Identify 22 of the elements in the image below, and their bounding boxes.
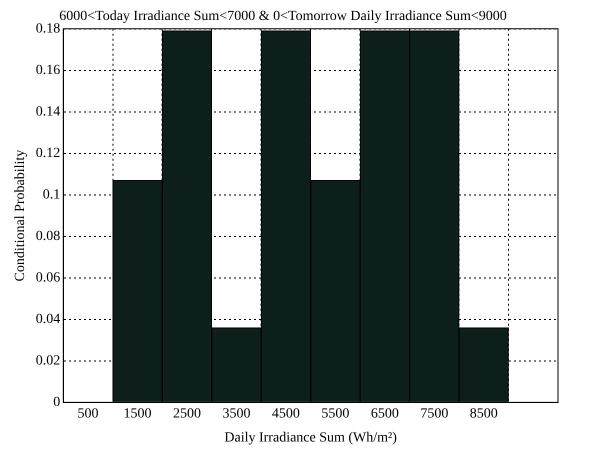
- x-tick-label: 2500: [172, 406, 201, 422]
- y-tick-label: 0: [53, 395, 60, 410]
- y-tick-label: 0.1: [42, 188, 60, 203]
- x-tick-label: 5500: [321, 406, 350, 422]
- x-axis-title: Daily Irradiance Sum (Wh/m²): [224, 430, 398, 446]
- y-tick-label: 0.08: [36, 229, 60, 244]
- y-tick-label: 0.18: [36, 21, 60, 36]
- x-tick-label: 4500: [272, 406, 300, 422]
- x-tick-label: 3500: [222, 406, 250, 422]
- y-tick-label: 0.04: [36, 312, 60, 328]
- x-tick-label: 7500: [420, 406, 448, 422]
- chart-title: 6000<Today Irradiance Sum<7000 & 0<Tomorrow Daily Irradiance Sum<9000: [59, 9, 507, 24]
- x-tick-label: 500: [78, 406, 99, 422]
- x-tick-label: 6500: [370, 406, 399, 422]
- y-tick-label: 0.02: [36, 354, 60, 369]
- x-tick-label: 1500: [124, 406, 152, 422]
- x-tick-label: 8500: [470, 406, 498, 422]
- y-tick-label: 0.14: [36, 104, 60, 120]
- y-tick-label: 0.12: [36, 146, 60, 162]
- y-tick-label: 0.06: [36, 270, 60, 286]
- y-axis-title: Conditional Probability: [13, 150, 28, 282]
- y-tick-label: 0.16: [36, 62, 60, 78]
